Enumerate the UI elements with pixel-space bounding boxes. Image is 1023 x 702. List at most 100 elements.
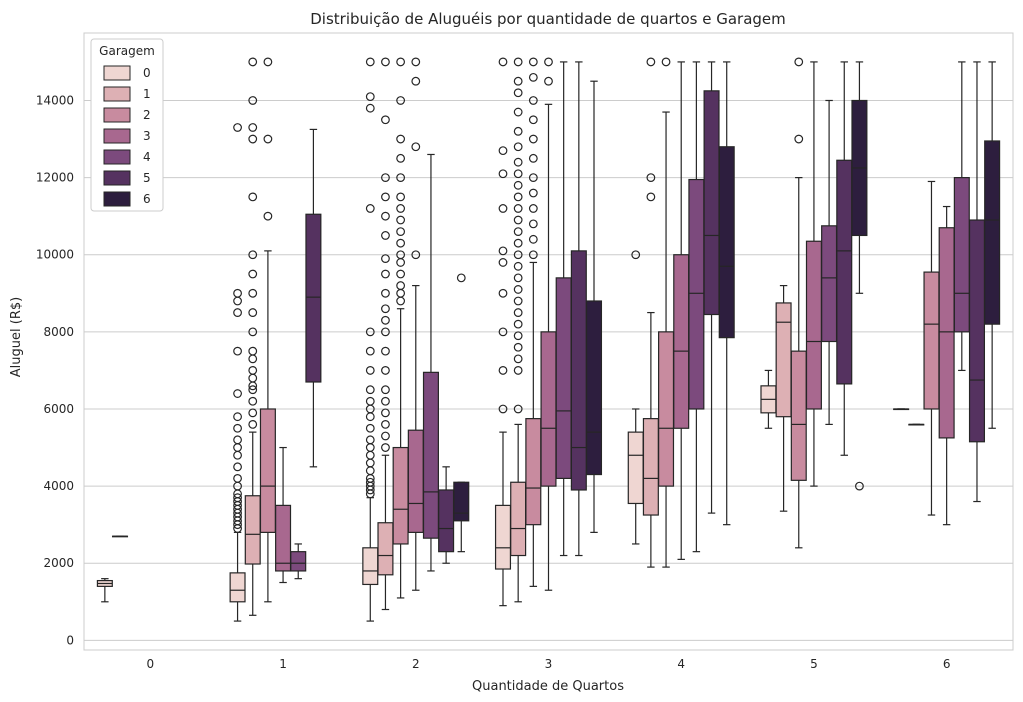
outlier-point <box>498 204 508 213</box>
outlier-point <box>513 76 523 86</box>
outlier-point <box>646 192 656 202</box>
box <box>805 240 822 410</box>
box <box>540 331 557 487</box>
box-group <box>642 57 659 568</box>
box <box>642 418 659 516</box>
outlier-point <box>233 308 242 317</box>
box-group <box>392 57 409 599</box>
outlier-point <box>513 296 523 306</box>
legend-swatch <box>103 107 131 123</box>
outlier-point <box>365 366 375 375</box>
legend-entry-label: 0 <box>143 66 151 80</box>
outlier-point <box>365 477 375 487</box>
outlier-point <box>396 296 406 306</box>
outlier-point <box>365 327 375 337</box>
outlier-point <box>396 288 406 298</box>
box-group <box>627 250 644 545</box>
outlier-point <box>513 126 523 136</box>
box-group <box>362 57 379 622</box>
outlier-point <box>248 346 258 356</box>
outlier-point <box>528 134 538 144</box>
outlier-point <box>381 192 390 202</box>
outlier-point <box>365 204 375 213</box>
y-tick-label: 2000 <box>43 556 74 570</box>
box-group <box>111 535 129 538</box>
outlier-point <box>498 366 508 375</box>
outlier-point <box>381 315 390 325</box>
outlier-point <box>248 123 258 132</box>
box-group <box>570 61 587 557</box>
box <box>953 177 970 333</box>
outlier-point <box>396 153 406 163</box>
outlier-point <box>233 288 242 298</box>
box-group <box>96 578 113 603</box>
outlier-point <box>498 146 508 156</box>
outlier-point <box>513 238 523 248</box>
box <box>407 429 424 533</box>
outlier-point <box>528 219 538 229</box>
chart-title: Distribuição de Aluguéis por quantidade … <box>310 10 786 28</box>
box <box>555 277 572 479</box>
y-tick-label: 14000 <box>36 93 74 107</box>
outlier-point <box>263 57 273 67</box>
outlier-point <box>365 57 375 67</box>
y-tick-label: 12000 <box>36 171 74 185</box>
box-group <box>555 61 572 557</box>
outlier-point <box>248 408 258 418</box>
x-tick-label: 6 <box>943 657 951 671</box>
box-group <box>673 61 690 560</box>
box-group <box>510 57 527 603</box>
box <box>377 522 394 576</box>
outlier-point <box>528 96 538 105</box>
outlier-point <box>513 88 523 98</box>
outlier-point <box>513 215 523 225</box>
outlier-point <box>396 281 406 290</box>
box-group <box>305 128 322 468</box>
outlier-point <box>498 246 508 256</box>
box-group <box>775 284 792 512</box>
outlier-point <box>544 76 553 86</box>
outlier-point <box>528 234 538 244</box>
box-group <box>923 180 940 516</box>
outlier-point <box>381 254 390 263</box>
box-group <box>790 57 807 549</box>
outlier-point <box>248 96 258 105</box>
outlier-point <box>248 134 258 144</box>
outlier-point <box>396 204 406 213</box>
box <box>821 225 838 343</box>
legend-entry-label: 1 <box>143 87 151 101</box>
outlier-point <box>248 373 258 383</box>
outlier-point <box>233 123 242 132</box>
box-group <box>821 99 838 426</box>
box-group <box>836 61 853 456</box>
x-axis-title: Quantidade de Quartos <box>472 679 624 694</box>
outlier-point <box>365 423 375 433</box>
box <box>836 159 853 385</box>
outlier-point <box>248 57 258 67</box>
outlier-point <box>248 192 258 202</box>
outlier-point <box>513 142 523 152</box>
outlier-point <box>528 115 538 125</box>
outlier-point <box>248 354 258 364</box>
legend-swatch <box>103 86 131 102</box>
outlier-point <box>513 157 523 167</box>
outlier-point <box>631 250 641 260</box>
outlier-point <box>456 273 466 283</box>
x-tick-label: 3 <box>545 657 553 671</box>
outlier-point <box>528 153 538 163</box>
outlier-point <box>365 385 375 395</box>
legend-entry-label: 2 <box>143 108 151 122</box>
box <box>494 504 512 570</box>
outlier-point <box>365 458 375 468</box>
outlier-point <box>396 173 406 183</box>
outlier-point <box>233 423 242 433</box>
outlier-point <box>513 308 523 317</box>
x-tick-label: 4 <box>677 657 685 671</box>
outlier-point <box>233 412 242 422</box>
outlier-point <box>794 57 804 67</box>
outlier-point <box>233 389 242 398</box>
x-tick-label: 0 <box>147 657 155 671</box>
outlier-point <box>528 250 538 260</box>
outlier-point <box>396 96 406 105</box>
legend-swatch <box>103 65 131 81</box>
